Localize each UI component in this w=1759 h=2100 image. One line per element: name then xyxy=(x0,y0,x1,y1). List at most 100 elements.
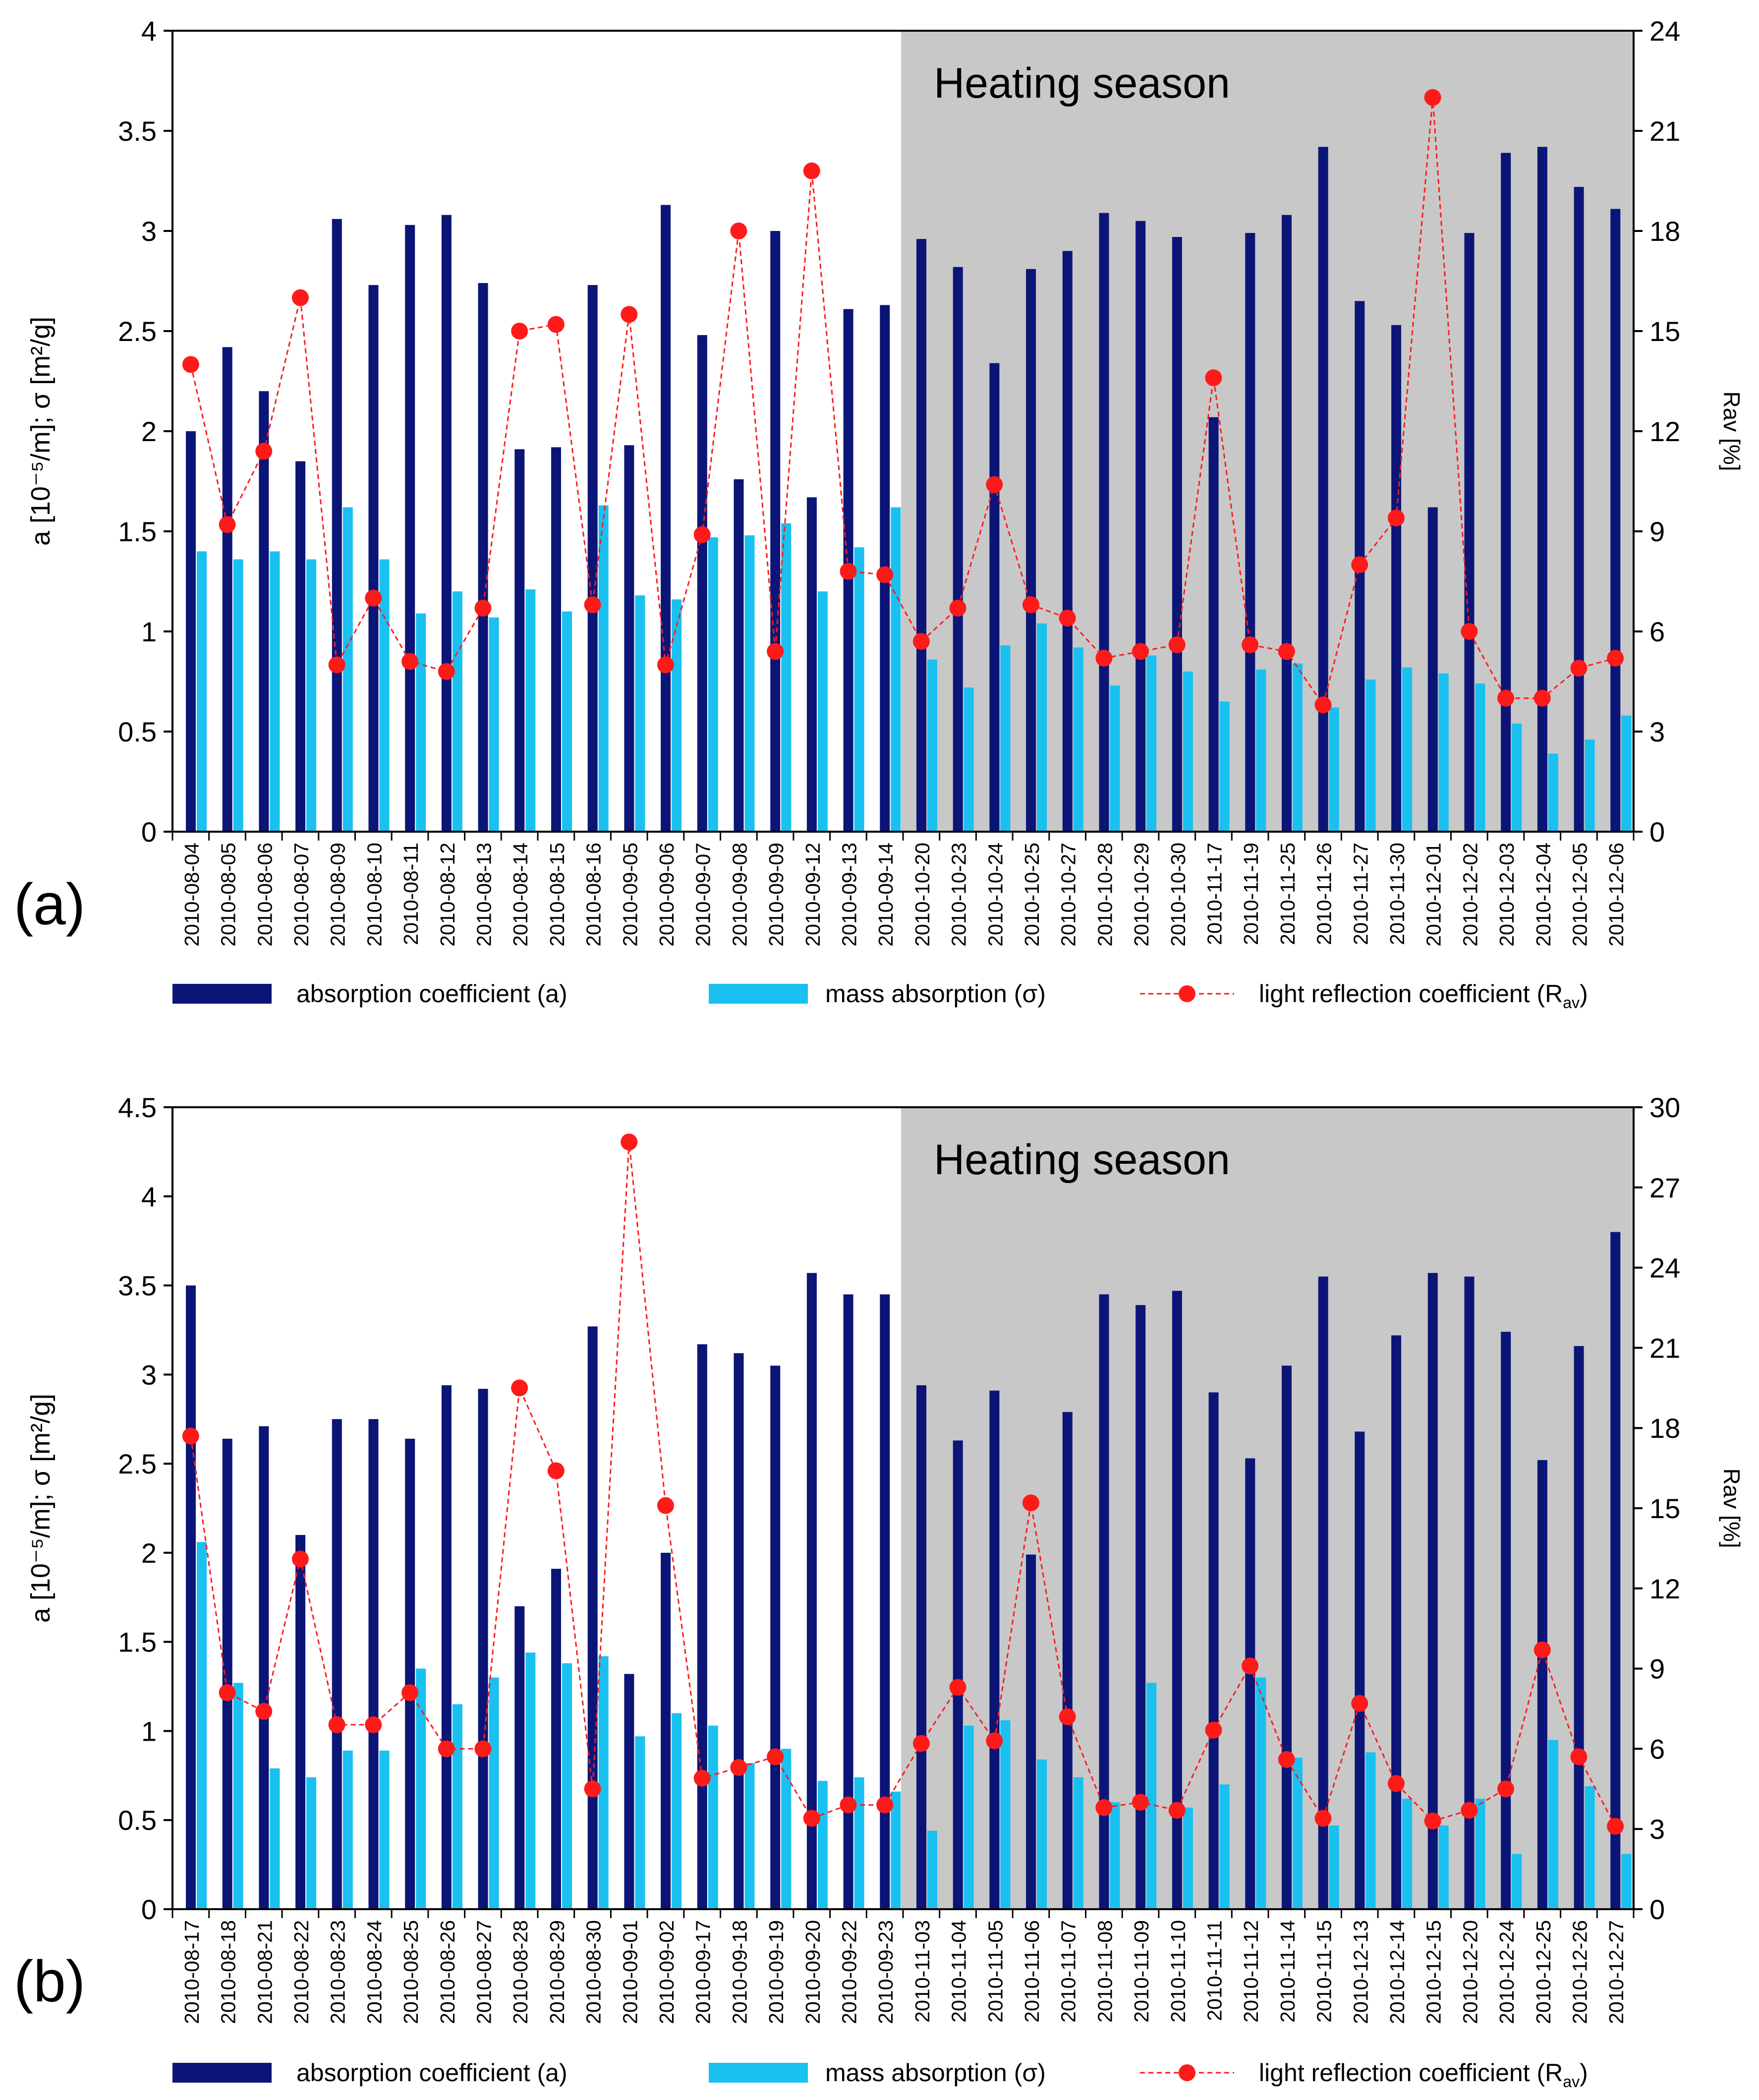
left-axis-tick-label: 1.5 xyxy=(118,1627,157,1658)
bar-mass-absorption xyxy=(270,1768,280,1909)
bar-absorption xyxy=(697,1344,707,1909)
x-axis-tick-label: 2010-08-30 xyxy=(582,1920,605,2024)
x-axis-tick-label: 2010-08-18 xyxy=(217,1920,240,2024)
bar-mass-absorption xyxy=(1475,683,1485,832)
bar-mass-absorption xyxy=(1256,669,1266,832)
heating-season-region xyxy=(901,31,1634,832)
bar-mass-absorption xyxy=(342,507,353,832)
x-axis-tick-label: 2010-08-15 xyxy=(546,843,568,947)
bar-absorption xyxy=(405,1438,415,1909)
right-axis-tick-label: 6 xyxy=(1649,1733,1665,1764)
bar-absorption xyxy=(1282,1365,1292,1909)
x-axis-tick-label: 2010-11-11 xyxy=(1203,1920,1226,2021)
x-axis-tick-label: 2010-08-05 xyxy=(217,843,240,947)
bar-absorption xyxy=(843,1294,853,1909)
bar-mass-absorption xyxy=(342,1750,353,1909)
left-axis-title: a [10⁻⁵/m]; σ [m²/g] xyxy=(26,317,56,546)
bar-absorption xyxy=(1574,1346,1584,1909)
point-reflection xyxy=(1168,636,1186,653)
x-axis-tick-label: 2010-08-24 xyxy=(363,1920,386,2024)
x-axis-tick-label: 2010-09-05 xyxy=(619,843,641,947)
bar-mass-absorption xyxy=(817,591,828,832)
right-axis-tick-label: 21 xyxy=(1649,1332,1680,1363)
left-axis-tick-label: 1 xyxy=(141,1715,157,1747)
right-axis-tick-label: 9 xyxy=(1649,1653,1665,1685)
bar-mass-absorption xyxy=(197,1542,207,1909)
legend-marker-reflection xyxy=(1179,2064,1195,2081)
right-axis-tick-label: 24 xyxy=(1649,1252,1680,1284)
bar-mass-absorption xyxy=(927,1830,937,1909)
bar-mass-absorption xyxy=(744,535,755,832)
bar-absorption xyxy=(441,1385,452,1909)
point-reflection xyxy=(1314,1810,1332,1827)
legend-label-reflection-end: ) xyxy=(1580,980,1588,1008)
x-axis-tick-label: 2010-11-26 xyxy=(1313,843,1336,945)
bar-mass-absorption xyxy=(744,1763,755,1909)
bar-absorption xyxy=(1062,1412,1073,1909)
bar-absorption xyxy=(514,1606,525,1909)
left-axis-tick-label: 2.5 xyxy=(118,316,157,347)
x-axis-tick-label: 2010-09-20 xyxy=(801,1920,824,2024)
point-reflection xyxy=(511,323,528,340)
bar-absorption xyxy=(587,285,598,832)
x-axis-tick-label: 2010-08-09 xyxy=(327,843,349,947)
bar-absorption xyxy=(989,1390,1000,1909)
point-reflection xyxy=(328,656,345,674)
legend-swatch-absorption xyxy=(172,984,272,1004)
x-axis-tick-label: 2010-12-01 xyxy=(1422,843,1445,947)
x-axis-tick-label: 2010-10-23 xyxy=(948,843,970,947)
bar-absorption xyxy=(587,1326,598,1909)
left-axis-tick-label: 0.5 xyxy=(118,1805,157,1836)
left-axis-tick-label: 2.5 xyxy=(118,1448,157,1479)
point-reflection xyxy=(1533,689,1551,707)
bar-absorption xyxy=(1208,417,1219,832)
point-reflection xyxy=(803,1810,820,1827)
bar-mass-absorption xyxy=(1548,1740,1558,1909)
bar-mass-absorption xyxy=(964,687,974,832)
x-axis-tick-label: 2010-09-06 xyxy=(655,843,678,947)
x-axis-tick-label: 2010-12-05 xyxy=(1568,843,1591,947)
x-axis-tick-label: 2010-08-22 xyxy=(290,1920,313,2024)
x-axis-tick-label: 2010-12-03 xyxy=(1495,843,1518,947)
bar-absorption xyxy=(441,215,452,832)
bar-absorption xyxy=(697,335,707,832)
bar-mass-absorption xyxy=(1512,1854,1522,1909)
bar-absorption xyxy=(1610,209,1621,832)
left-axis-tick-label: 1 xyxy=(141,616,157,647)
x-axis-tick-label: 2010-09-17 xyxy=(692,1920,715,2024)
x-axis-tick-label: 2010-12-24 xyxy=(1495,1920,1518,2024)
x-axis-tick-label: 2010-09-09 xyxy=(765,843,788,947)
point-reflection xyxy=(1095,649,1113,667)
x-axis-tick-label: 2010-10-27 xyxy=(1057,843,1080,947)
legend-label-reflection-end: ) xyxy=(1580,2059,1588,2087)
bar-mass-absorption xyxy=(1365,1752,1376,1909)
x-axis-tick-label: 2010-11-17 xyxy=(1203,843,1226,945)
point-reflection xyxy=(1607,649,1624,667)
right-axis-tick-label: 15 xyxy=(1649,316,1680,347)
bar-mass-absorption xyxy=(1256,1677,1266,1909)
point-reflection xyxy=(1059,610,1076,627)
right-axis-tick-label: 3 xyxy=(1649,1814,1665,1845)
point-reflection xyxy=(1022,596,1039,614)
left-axis-title: a [10⁻⁵/m]; σ [m²/g] xyxy=(26,1394,56,1623)
bar-mass-absorption xyxy=(781,1749,792,1909)
bar-mass-absorption xyxy=(1219,1784,1230,1909)
x-axis-tick-label: 2010-12-13 xyxy=(1349,1920,1372,2024)
bar-mass-absorption xyxy=(562,1663,572,1909)
legend-swatch-mass xyxy=(709,984,808,1004)
bar-absorption xyxy=(953,267,963,832)
bar-mass-absorption xyxy=(708,537,718,832)
bar-absorption xyxy=(806,497,817,832)
point-reflection xyxy=(584,596,601,614)
x-axis-tick-label: 2010-12-26 xyxy=(1568,1920,1591,2024)
series-line-reflection xyxy=(190,97,1616,707)
left-axis-tick-label: 0 xyxy=(141,1894,157,1925)
right-axis-tick-label: 18 xyxy=(1649,216,1680,247)
point-reflection xyxy=(1461,1802,1478,1819)
bar-absorption xyxy=(1245,1458,1255,1909)
right-axis-tick-label: 12 xyxy=(1649,1573,1680,1604)
point-reflection xyxy=(657,656,674,674)
x-axis-tick-label: 2010-09-02 xyxy=(655,1920,678,2024)
bar-mass-absorption xyxy=(781,523,792,832)
